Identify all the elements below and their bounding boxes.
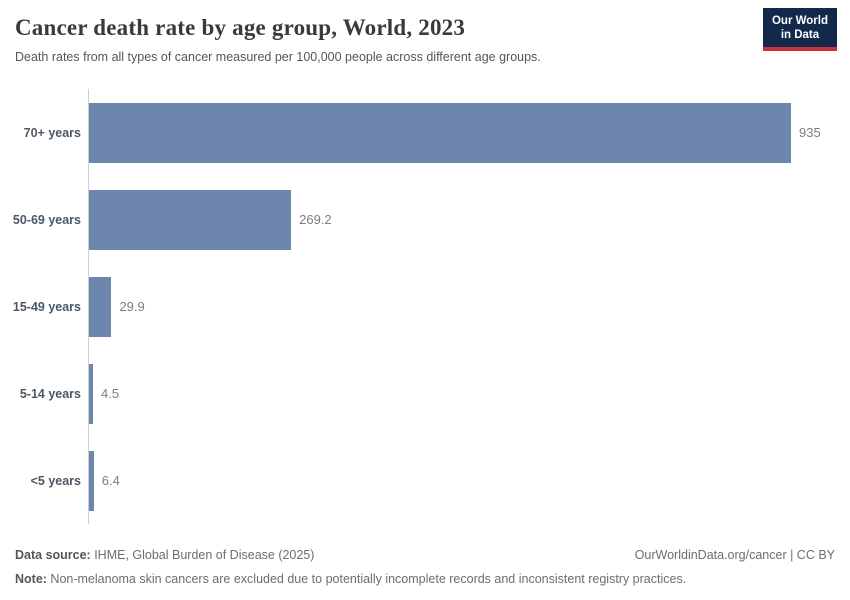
license-link[interactable]: OurWorldinData.org/cancer | CC BY xyxy=(634,548,835,562)
chart-footer: Data source: IHME, Global Burden of Dise… xyxy=(0,547,850,588)
page-title: Cancer death rate by age group, World, 2… xyxy=(15,15,466,40)
bar-row: <5 years 6.4 xyxy=(0,437,850,524)
bar-chart: 70+ years 935 50-69 years 269.2 15-49 years 2… xyxy=(0,89,850,524)
bar-track: 4.5 xyxy=(88,350,850,437)
value-label: 935 xyxy=(799,125,821,140)
category-label: 15-49 years xyxy=(12,299,81,314)
bar[interactable] xyxy=(89,363,93,424)
footnote-label: Note: xyxy=(15,572,47,586)
value-label: 4.5 xyxy=(101,386,120,401)
chart-subtitle: Death rates from all types of cancer mea… xyxy=(15,50,541,64)
chart-header: Cancer death rate by age group, World, 2… xyxy=(0,0,850,65)
data-source: Data source: IHME, Global Burden of Dise… xyxy=(15,547,314,564)
value-label: 29.9 xyxy=(119,299,145,314)
bar-track: 6.4 xyxy=(88,437,850,524)
bar-track: 935 xyxy=(88,89,850,176)
bar-track: 29.9 xyxy=(88,263,850,350)
bar[interactable] xyxy=(89,276,112,337)
footnote: Note: Non-melanoma skin cancers are excl… xyxy=(15,571,835,588)
bar-row: 15-49 years 29.9 xyxy=(0,263,850,350)
bar[interactable] xyxy=(89,450,94,511)
category-label: 5-14 years xyxy=(19,386,81,401)
owid-logo[interactable]: Our World in Data xyxy=(762,8,837,51)
value-label: 269.2 xyxy=(299,212,332,227)
category-label: <5 years xyxy=(30,473,81,488)
category-label: 50-69 years xyxy=(12,212,81,227)
owid-logo-line2: in Data xyxy=(780,29,820,41)
footnote-text: Non-melanoma skin cancers are excluded d… xyxy=(46,572,687,586)
bar-row: 50-69 years 269.2 xyxy=(0,176,850,263)
bar-row: 5-14 years 4.5 xyxy=(0,350,850,437)
data-source-label: Data source: xyxy=(15,548,91,562)
value-label: 6.4 xyxy=(101,473,120,488)
bar[interactable] xyxy=(89,189,292,250)
bar-track: 269.2 xyxy=(88,176,850,263)
data-source-text: IHME, Global Burden of Disease (2025) xyxy=(90,548,315,562)
category-label: 70+ years xyxy=(23,125,81,140)
owid-logo-line1: Our World xyxy=(771,15,828,27)
bar-row: 70+ years 935 xyxy=(0,89,850,176)
bar[interactable] xyxy=(89,102,791,163)
